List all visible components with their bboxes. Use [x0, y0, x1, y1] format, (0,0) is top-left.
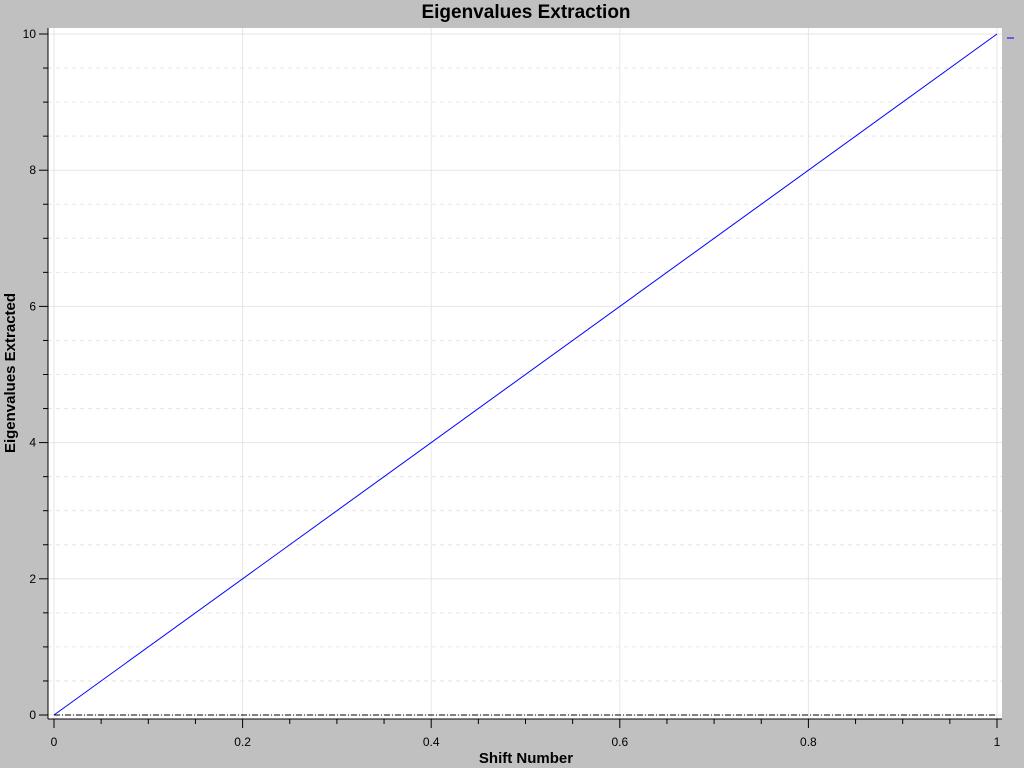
y-tick-label: 6: [29, 299, 36, 313]
x-tick-label: 0.2: [234, 735, 251, 749]
x-tick-label: 0.8: [800, 735, 817, 749]
y-tick-label: 0: [29, 708, 36, 722]
y-tick-label: 2: [29, 572, 36, 586]
x-tick-label: 0.6: [611, 735, 628, 749]
x-tick-label: 0.4: [423, 735, 440, 749]
x-tick-label: 0: [51, 735, 58, 749]
grid: [48, 28, 1002, 719]
series-line-1: [53, 33, 998, 716]
x-tick-label: 1: [994, 735, 1001, 749]
y-axis-label: Eigenvalues Extracted: [2, 293, 19, 453]
y-tick-label: 8: [29, 163, 36, 177]
y-tick-label: 10: [23, 27, 37, 41]
x-axis-label: Shift Number: [479, 750, 573, 767]
plot-area: [48, 28, 1002, 719]
y-tick-label: 4: [29, 436, 36, 450]
series-layer: [53, 33, 998, 716]
chart-title: Eigenvalues Extraction: [421, 2, 630, 23]
